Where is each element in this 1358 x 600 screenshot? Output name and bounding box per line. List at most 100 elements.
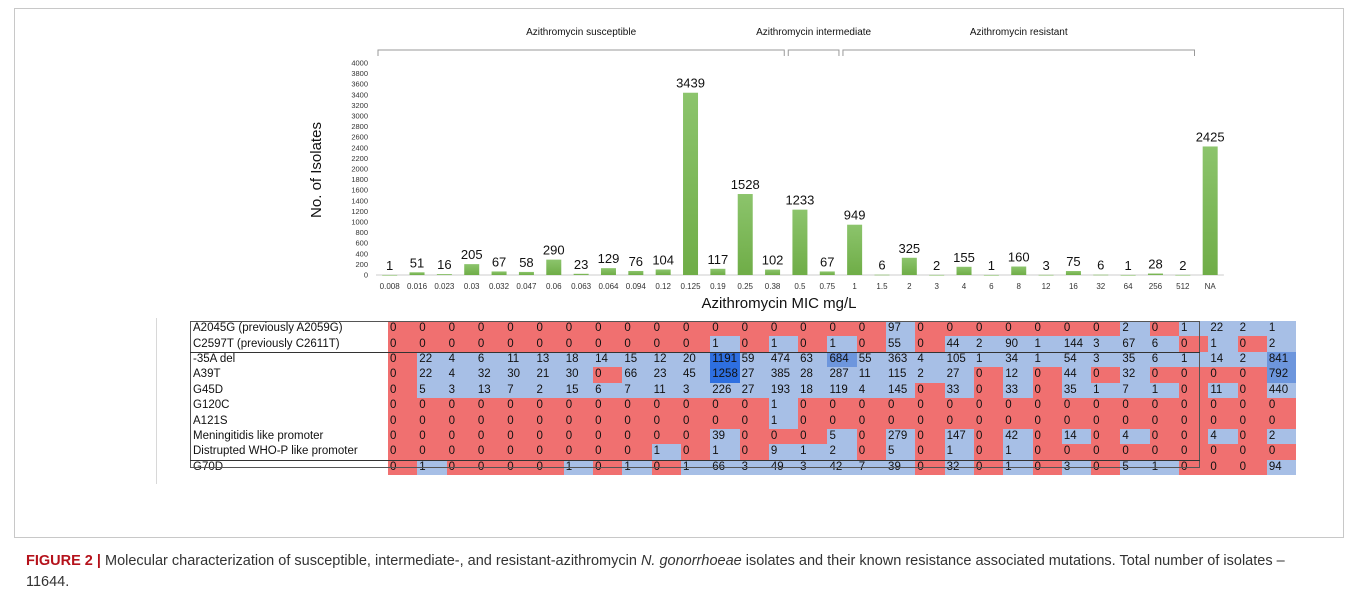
heatmap-cell: 0: [798, 397, 828, 414]
heatmap-cell: 145: [886, 382, 916, 398]
heatmap-cell: 0: [1208, 397, 1238, 414]
heatmap-cell: 94: [1266, 459, 1297, 475]
heatmap-cell: 0: [973, 428, 1004, 445]
x-tick-label: NA: [1205, 282, 1217, 291]
y-tick-label: 2000: [351, 165, 368, 174]
heatmap-cell: 0: [886, 413, 916, 429]
heatmap-cell: 0: [446, 413, 476, 429]
bar: [518, 271, 534, 275]
group-label: Azithromycin intermediate: [756, 27, 871, 38]
heatmap-cell: 0: [915, 336, 945, 352]
heatmap-cell: 0: [915, 413, 945, 429]
heatmap-cell: 0: [1237, 459, 1267, 475]
heatmap-cell: 0: [1091, 367, 1121, 383]
heatmap-cell: 15: [563, 382, 594, 398]
heatmap-cell: 0: [1208, 367, 1238, 383]
bar: [1093, 274, 1109, 276]
heatmap-cell: 0: [622, 444, 652, 460]
heatmap-cell: 0: [1237, 336, 1267, 352]
heatmap-cell: 4: [856, 382, 887, 398]
bar-chart: 0200400600800100012001400160018002000220…: [308, 27, 1225, 312]
caption-text: Molecular characterization of susceptibl…: [100, 553, 641, 569]
bar-value-label: 205: [461, 247, 483, 262]
heatmap-cell: 0: [1149, 367, 1180, 383]
heatmap-cell: 0: [651, 321, 681, 337]
heatmap-cell: 0: [622, 321, 652, 337]
heatmap-cell: 0: [1149, 444, 1180, 460]
heatmap-cell: 0: [1208, 413, 1238, 429]
x-tick-label: 0.063: [571, 282, 592, 291]
heatmap-cell: 1: [1091, 382, 1121, 398]
heatmap-cell: 0: [534, 336, 564, 352]
heatmap-cell: 55: [886, 336, 916, 352]
heatmap-cell: 0: [1032, 367, 1062, 383]
heatmap-cell: 0: [475, 413, 506, 429]
heatmap-cell: 0: [1061, 413, 1092, 429]
bar: [464, 264, 480, 275]
heatmap-cell: 0: [915, 444, 945, 460]
heatmap-cell: 0: [827, 397, 857, 414]
heatmap-cell: 5: [827, 428, 857, 445]
group-label: Azithromycin resistant: [970, 27, 1068, 38]
heatmap-row-label: A2045G (previously A2059G): [190, 321, 388, 337]
heatmap-separator: [190, 460, 1200, 461]
bar: [1065, 271, 1081, 275]
heatmap-cell: 0: [973, 397, 1004, 414]
x-tick-label: 0.064: [598, 282, 619, 291]
bar-value-label: 1: [1125, 258, 1132, 273]
heatmap-cell: 0: [388, 367, 418, 383]
heatmap-cell: 30: [563, 367, 594, 383]
bar-value-label: 117: [708, 252, 729, 267]
heatmap-cell: 1: [710, 336, 740, 352]
heatmap-cell: 7: [856, 459, 887, 475]
heatmap-cell: 0: [856, 428, 887, 445]
heatmap-cell: 0: [798, 321, 828, 337]
heatmap-cell: 44: [1061, 367, 1092, 383]
heatmap-cell: 0: [475, 397, 506, 414]
bar: [710, 268, 726, 275]
bar: [874, 274, 890, 276]
heatmap-cell: 0: [739, 413, 769, 429]
heatmap-cell: 15: [622, 351, 652, 368]
heatmap-cell: 0: [739, 336, 769, 352]
heatmap-cell: 440: [1266, 382, 1297, 398]
heatmap-cell: 0: [651, 428, 681, 445]
heatmap-cell: 0: [475, 459, 506, 475]
heatmap-cell: 115: [886, 367, 916, 383]
bar-value-label: 3: [1042, 258, 1049, 273]
y-tick-label: 4000: [351, 59, 368, 68]
heatmap-cell: 35: [1061, 382, 1092, 398]
heatmap-cell: 3: [798, 459, 828, 475]
y-tick-label: 400: [355, 249, 368, 258]
bar-value-label: 160: [1008, 250, 1030, 265]
heatmap-cell: 49: [768, 459, 799, 475]
heatmap-cell: 0: [768, 321, 799, 337]
heatmap-cell: 0: [1032, 321, 1062, 337]
bar-value-label: 6: [1097, 258, 1104, 273]
bar: [901, 257, 917, 275]
heatmap-cell: 1: [563, 459, 594, 475]
heatmap-cell: 0: [446, 321, 476, 337]
y-tick-label: 3800: [351, 69, 368, 78]
heatmap-cell: 44: [944, 336, 974, 352]
bar: [573, 273, 589, 275]
heatmap-cell: 1: [798, 444, 828, 460]
heatmap-cell: 0: [915, 397, 945, 414]
divider-line: [156, 318, 157, 484]
bar-value-label: 155: [953, 250, 975, 265]
heatmap-cell: 2: [1120, 321, 1150, 337]
heatmap-cell: 0: [944, 397, 974, 414]
bar: [1175, 274, 1191, 276]
y-tick-label: 3600: [351, 80, 368, 89]
heatmap-cell: 0: [944, 413, 974, 429]
heatmap-cell: 0: [505, 336, 535, 352]
bar: [546, 259, 562, 275]
heatmap-cell: 0: [739, 444, 769, 460]
heatmap-cell: 0: [680, 413, 711, 429]
heatmap-cell: 3: [1061, 459, 1092, 475]
heatmap-cell: 0: [798, 336, 828, 352]
heatmap-row-label: G45D: [190, 382, 388, 398]
x-tick-label: 512: [1176, 282, 1190, 291]
y-tick-label: 2600: [351, 133, 368, 142]
x-tick-label: 2: [907, 282, 912, 291]
